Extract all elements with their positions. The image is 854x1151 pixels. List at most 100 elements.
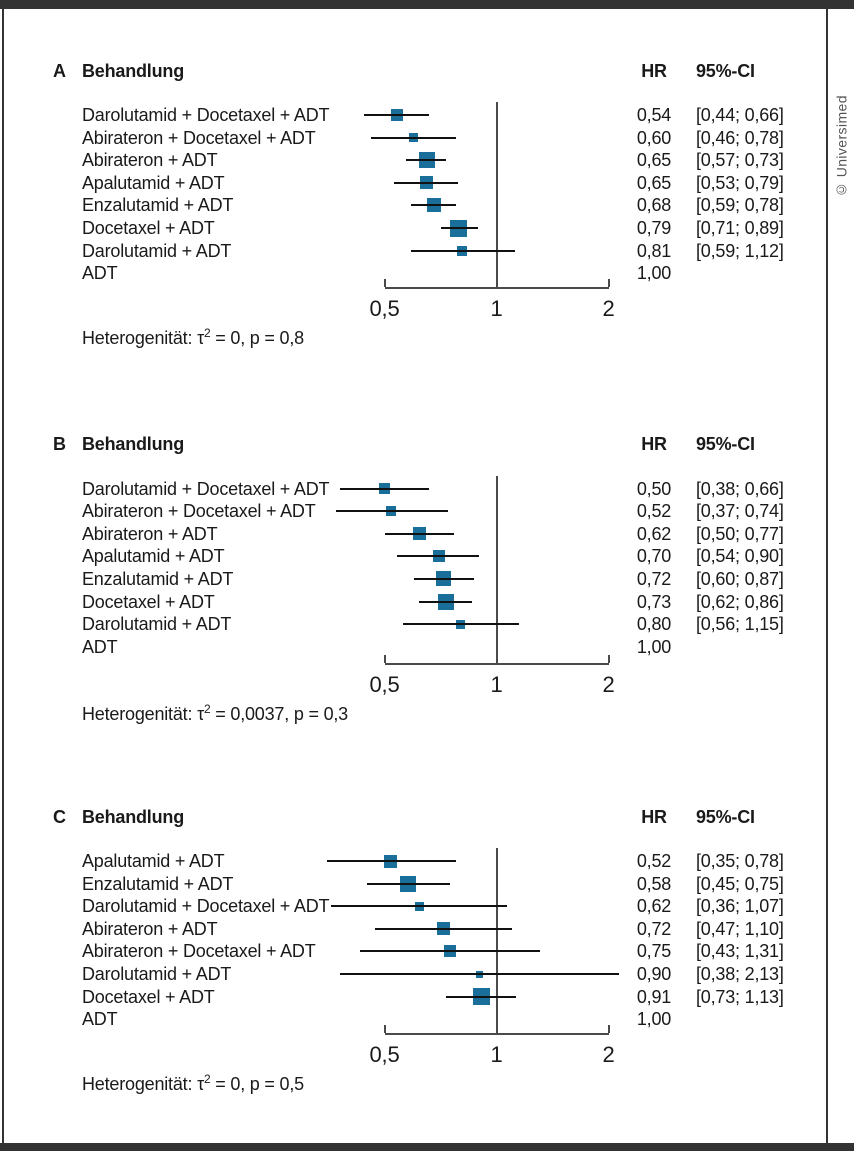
hr-value: 1,00: [636, 263, 672, 284]
ci-line: [413, 577, 474, 580]
hr-value: 0,80: [636, 614, 672, 635]
row-label: Darolutamid + ADT: [82, 240, 232, 261]
ci-line: [326, 860, 457, 862]
hr-value: 0,68: [636, 195, 672, 216]
ci-value: [0,53; 0,79]: [696, 172, 784, 193]
row-label: ADT: [82, 1009, 118, 1030]
hr-value: 0,65: [636, 172, 672, 193]
ci-value: [0,45; 0,75]: [696, 873, 784, 894]
ci-line: [402, 623, 520, 626]
hr-value: 0,52: [636, 501, 672, 522]
hr-value: 0,72: [636, 918, 672, 939]
axis-line: [384, 1033, 609, 1035]
axis-tick-label: 2: [602, 672, 615, 697]
row-label: Apalutamid + ADT: [82, 851, 225, 871]
hr-value: 0,91: [636, 986, 672, 1007]
bottom-border-bar: [0, 1143, 854, 1151]
hr-value: 1,00: [636, 636, 672, 657]
hr-value: 0,81: [636, 240, 672, 261]
ci-value: [0,59; 0,78]: [696, 195, 784, 216]
row-label: Abirateron + Docetaxel + ADT: [82, 501, 316, 522]
row-label: Darolutamid + Docetaxel + ADT: [82, 478, 330, 499]
ci-line: [393, 181, 459, 184]
ci-line: [340, 973, 619, 975]
ci-value: [0,47; 1,10]: [696, 918, 784, 939]
ci-value: [0,44; 0,66]: [696, 105, 784, 125]
row-label: Enzalutamid + ADT: [82, 195, 234, 216]
ci-value: [0,38; 2,13]: [696, 964, 784, 984]
ci-line: [419, 600, 473, 603]
row-label: Apalutamid + ADT: [82, 546, 225, 567]
reference-line: [495, 475, 498, 663]
row-label: Apalutamid + ADT: [82, 172, 225, 193]
hr-value: 0,90: [636, 964, 672, 984]
ci-line: [374, 927, 512, 930]
ci-value: [0,35; 0,78]: [696, 851, 784, 871]
ci-value: [0,59; 1,12]: [696, 240, 784, 261]
row-label: Darolutamid + Docetaxel + ADT: [82, 105, 330, 125]
panel-title: Behandlung: [82, 434, 184, 454]
ci-value: [0,62; 0,86]: [696, 591, 784, 612]
reference-line: [495, 848, 498, 1033]
axis-tick-label: 1: [490, 296, 503, 321]
panel-letter: A: [53, 61, 66, 81]
row-label: ADT: [82, 263, 118, 284]
ci-column-header: 95%-CI: [696, 61, 755, 81]
ci-value: [0,50; 0,77]: [696, 523, 784, 544]
hr-value: 0,73: [636, 591, 672, 612]
ci-value: [0,56; 1,15]: [696, 614, 784, 635]
ci-line: [363, 114, 430, 116]
axis-tick-label: 2: [602, 296, 615, 321]
axis-tick: [607, 655, 610, 663]
hr-value: 0,50: [636, 478, 672, 499]
ci-value: [0,38; 0,66]: [696, 478, 784, 499]
ci-value: [0,46; 0,78]: [696, 127, 784, 148]
ci-line: [335, 510, 448, 513]
top-border-bar: [0, 0, 854, 9]
panel-title: Behandlung: [82, 61, 184, 81]
ci-line: [441, 227, 478, 229]
axis-tick: [495, 279, 498, 287]
axis-tick: [495, 655, 498, 663]
row-label: Abirateron + Docetaxel + ADT: [82, 941, 316, 962]
ci-value: [0,57; 0,73]: [696, 150, 784, 171]
row-label: Docetaxel + ADT: [82, 218, 215, 238]
axis-tick-label: 1: [490, 672, 503, 697]
ci-value: [0,37; 0,74]: [696, 501, 784, 522]
hr-column-header: HR: [641, 434, 667, 454]
row-label: Docetaxel + ADT: [82, 591, 215, 612]
ci-value: [0,54; 0,90]: [696, 546, 784, 567]
ci-value: [0,43; 1,31]: [696, 941, 784, 962]
ci-line: [340, 487, 430, 490]
row-label: ADT: [82, 636, 118, 657]
hr-value: 0,65: [636, 150, 672, 171]
row-label: Abirateron + ADT: [82, 523, 218, 544]
ci-line: [411, 204, 457, 207]
hr-value: 0,72: [636, 568, 672, 589]
axis-tick-label: 1: [490, 1042, 503, 1067]
copyright-text: © Universimed: [833, 95, 850, 198]
axis-tick: [383, 655, 386, 663]
hr-value: 0,60: [636, 127, 672, 148]
axis-tick: [383, 1025, 386, 1033]
ci-line: [360, 950, 541, 953]
row-label: Darolutamid + Docetaxel + ADT: [82, 896, 330, 917]
ci-value: [0,60; 0,87]: [696, 568, 784, 589]
row-label: Abirateron + ADT: [82, 918, 218, 939]
row-label: Abirateron + ADT: [82, 150, 218, 171]
ci-line: [371, 136, 457, 139]
ci-column-header: 95%-CI: [696, 434, 755, 454]
ci-value: [0,73; 1,13]: [696, 986, 784, 1007]
left-frame-line: [2, 9, 4, 1143]
panel-letter: C: [53, 807, 66, 827]
axis-line: [384, 663, 609, 665]
heterogeneity-note: Heterogenität: τ2 = 0, p = 0,8: [82, 326, 304, 348]
axis-tick: [607, 279, 610, 287]
ci-line: [445, 995, 517, 998]
ci-value: [0,36; 1,07]: [696, 896, 784, 917]
hr-value: 0,58: [636, 873, 672, 894]
ci-line: [396, 555, 480, 558]
hr-value: 0,54: [636, 105, 672, 125]
ci-line: [405, 159, 446, 162]
